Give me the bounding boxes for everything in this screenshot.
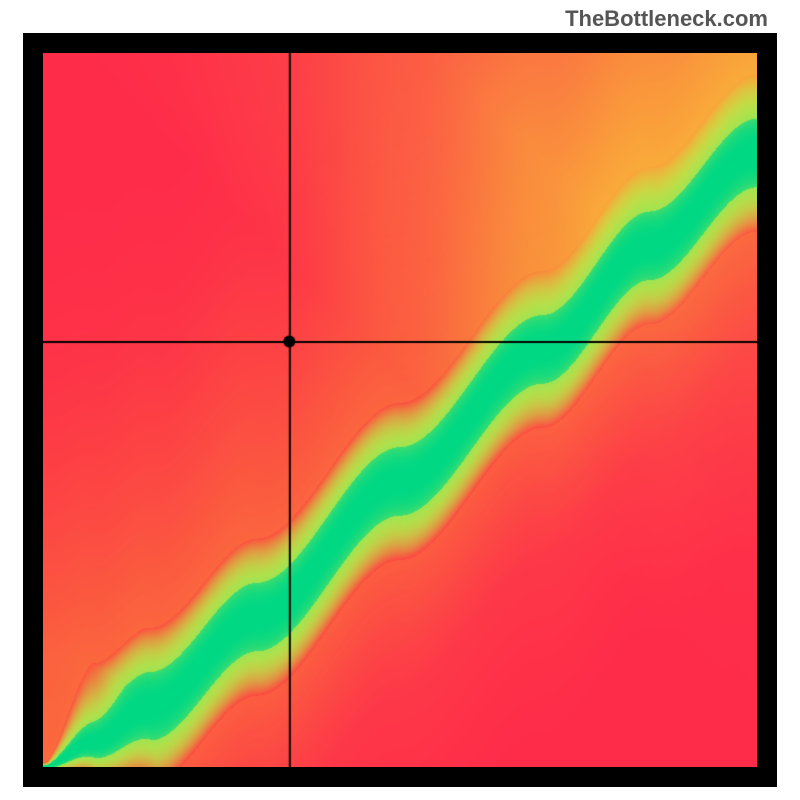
chart-container: TheBottleneck.com (0, 0, 800, 800)
chart-frame (23, 33, 777, 787)
bottleneck-heatmap (43, 53, 757, 767)
watermark-text: TheBottleneck.com (565, 6, 768, 32)
